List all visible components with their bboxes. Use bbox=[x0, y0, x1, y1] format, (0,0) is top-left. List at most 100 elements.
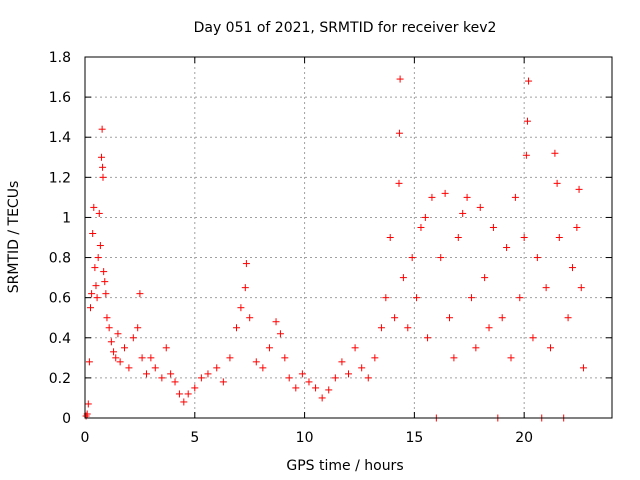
data-point bbox=[259, 364, 267, 372]
data-point bbox=[112, 354, 120, 362]
data-point bbox=[233, 324, 241, 332]
data-point bbox=[110, 348, 118, 356]
data-point bbox=[246, 314, 254, 322]
data-point bbox=[511, 193, 519, 201]
data-points bbox=[82, 75, 587, 422]
data-point bbox=[167, 370, 175, 378]
data-point bbox=[99, 163, 107, 171]
y-tick-label: 1 bbox=[62, 210, 71, 226]
data-point bbox=[331, 374, 339, 382]
data-point bbox=[102, 290, 110, 298]
data-point bbox=[103, 314, 111, 322]
data-point bbox=[97, 153, 105, 161]
data-point bbox=[472, 344, 480, 352]
data-point bbox=[481, 274, 489, 282]
data-point bbox=[125, 364, 133, 372]
data-point bbox=[413, 294, 421, 302]
data-point bbox=[507, 354, 515, 362]
data-point bbox=[523, 117, 531, 125]
data-point bbox=[391, 314, 399, 322]
data-point bbox=[345, 370, 352, 378]
data-point bbox=[522, 151, 530, 159]
data-point bbox=[93, 294, 101, 302]
data-point bbox=[226, 354, 234, 362]
data-point bbox=[96, 242, 104, 250]
axis-ticks: 0 0.2 0.4 0.6 0.8 1 1.2 1.4 1.6 1.8 0 5 10 15 20 bbox=[49, 50, 612, 446]
data-point bbox=[542, 284, 550, 292]
data-point bbox=[454, 234, 462, 241]
data-point bbox=[86, 304, 94, 312]
data-point bbox=[437, 254, 445, 262]
data-point bbox=[450, 354, 458, 362]
data-point bbox=[134, 324, 142, 332]
y-tick-label: 0 bbox=[62, 411, 71, 427]
data-point bbox=[305, 378, 313, 386]
data-point bbox=[446, 314, 454, 322]
data-point bbox=[84, 400, 92, 408]
data-point bbox=[463, 193, 471, 201]
data-point bbox=[272, 318, 280, 326]
data-point bbox=[547, 344, 555, 352]
data-point bbox=[459, 209, 467, 217]
data-point bbox=[91, 264, 99, 272]
data-point bbox=[386, 234, 394, 241]
data-point bbox=[281, 354, 289, 362]
data-point bbox=[467, 294, 475, 302]
x-tick-label: 20 bbox=[515, 430, 533, 446]
data-point bbox=[516, 294, 524, 302]
data-point bbox=[276, 330, 284, 338]
data-point bbox=[424, 334, 432, 342]
data-point bbox=[180, 398, 188, 406]
data-point bbox=[575, 185, 583, 193]
y-tick-label: 0.2 bbox=[49, 371, 71, 387]
data-point bbox=[184, 390, 192, 398]
data-point bbox=[503, 244, 511, 252]
data-point bbox=[175, 390, 183, 398]
data-point bbox=[395, 129, 403, 137]
data-point bbox=[318, 394, 326, 402]
data-point bbox=[577, 284, 585, 292]
data-point bbox=[564, 314, 572, 322]
data-point bbox=[107, 338, 115, 346]
y-tick-label: 1.8 bbox=[49, 50, 71, 66]
data-point bbox=[197, 374, 205, 382]
data-point bbox=[241, 284, 249, 292]
data-point bbox=[99, 173, 107, 181]
y-tick-label: 1.4 bbox=[49, 130, 71, 146]
data-point bbox=[338, 358, 346, 366]
data-point bbox=[191, 384, 199, 392]
data-point bbox=[105, 324, 113, 332]
y-tick-label: 1.2 bbox=[49, 170, 71, 186]
data-point bbox=[396, 75, 404, 83]
data-point bbox=[533, 254, 541, 262]
x-tick-label: 15 bbox=[405, 430, 423, 446]
data-point bbox=[95, 209, 103, 217]
data-point bbox=[498, 314, 506, 322]
y-tick-label: 1.6 bbox=[49, 90, 71, 106]
data-point bbox=[377, 324, 385, 332]
data-point bbox=[171, 378, 179, 386]
data-point bbox=[213, 364, 221, 372]
data-point bbox=[237, 304, 245, 312]
data-point bbox=[129, 334, 137, 342]
data-point bbox=[573, 223, 581, 231]
data-point bbox=[568, 264, 576, 272]
data-point bbox=[252, 358, 260, 366]
y-axis-label: SRMTID / TECUs bbox=[6, 181, 22, 294]
data-point bbox=[298, 370, 306, 378]
data-point bbox=[204, 370, 212, 378]
data-point bbox=[555, 234, 563, 241]
data-point bbox=[162, 344, 170, 352]
data-point bbox=[417, 223, 425, 231]
data-point bbox=[136, 290, 144, 298]
data-point bbox=[138, 354, 146, 362]
data-point bbox=[85, 358, 93, 366]
data-point bbox=[408, 254, 416, 262]
data-point bbox=[421, 213, 429, 221]
data-point bbox=[114, 330, 122, 338]
data-point bbox=[404, 324, 412, 332]
data-point bbox=[98, 125, 106, 133]
data-point bbox=[489, 223, 497, 231]
data-point bbox=[520, 234, 528, 241]
